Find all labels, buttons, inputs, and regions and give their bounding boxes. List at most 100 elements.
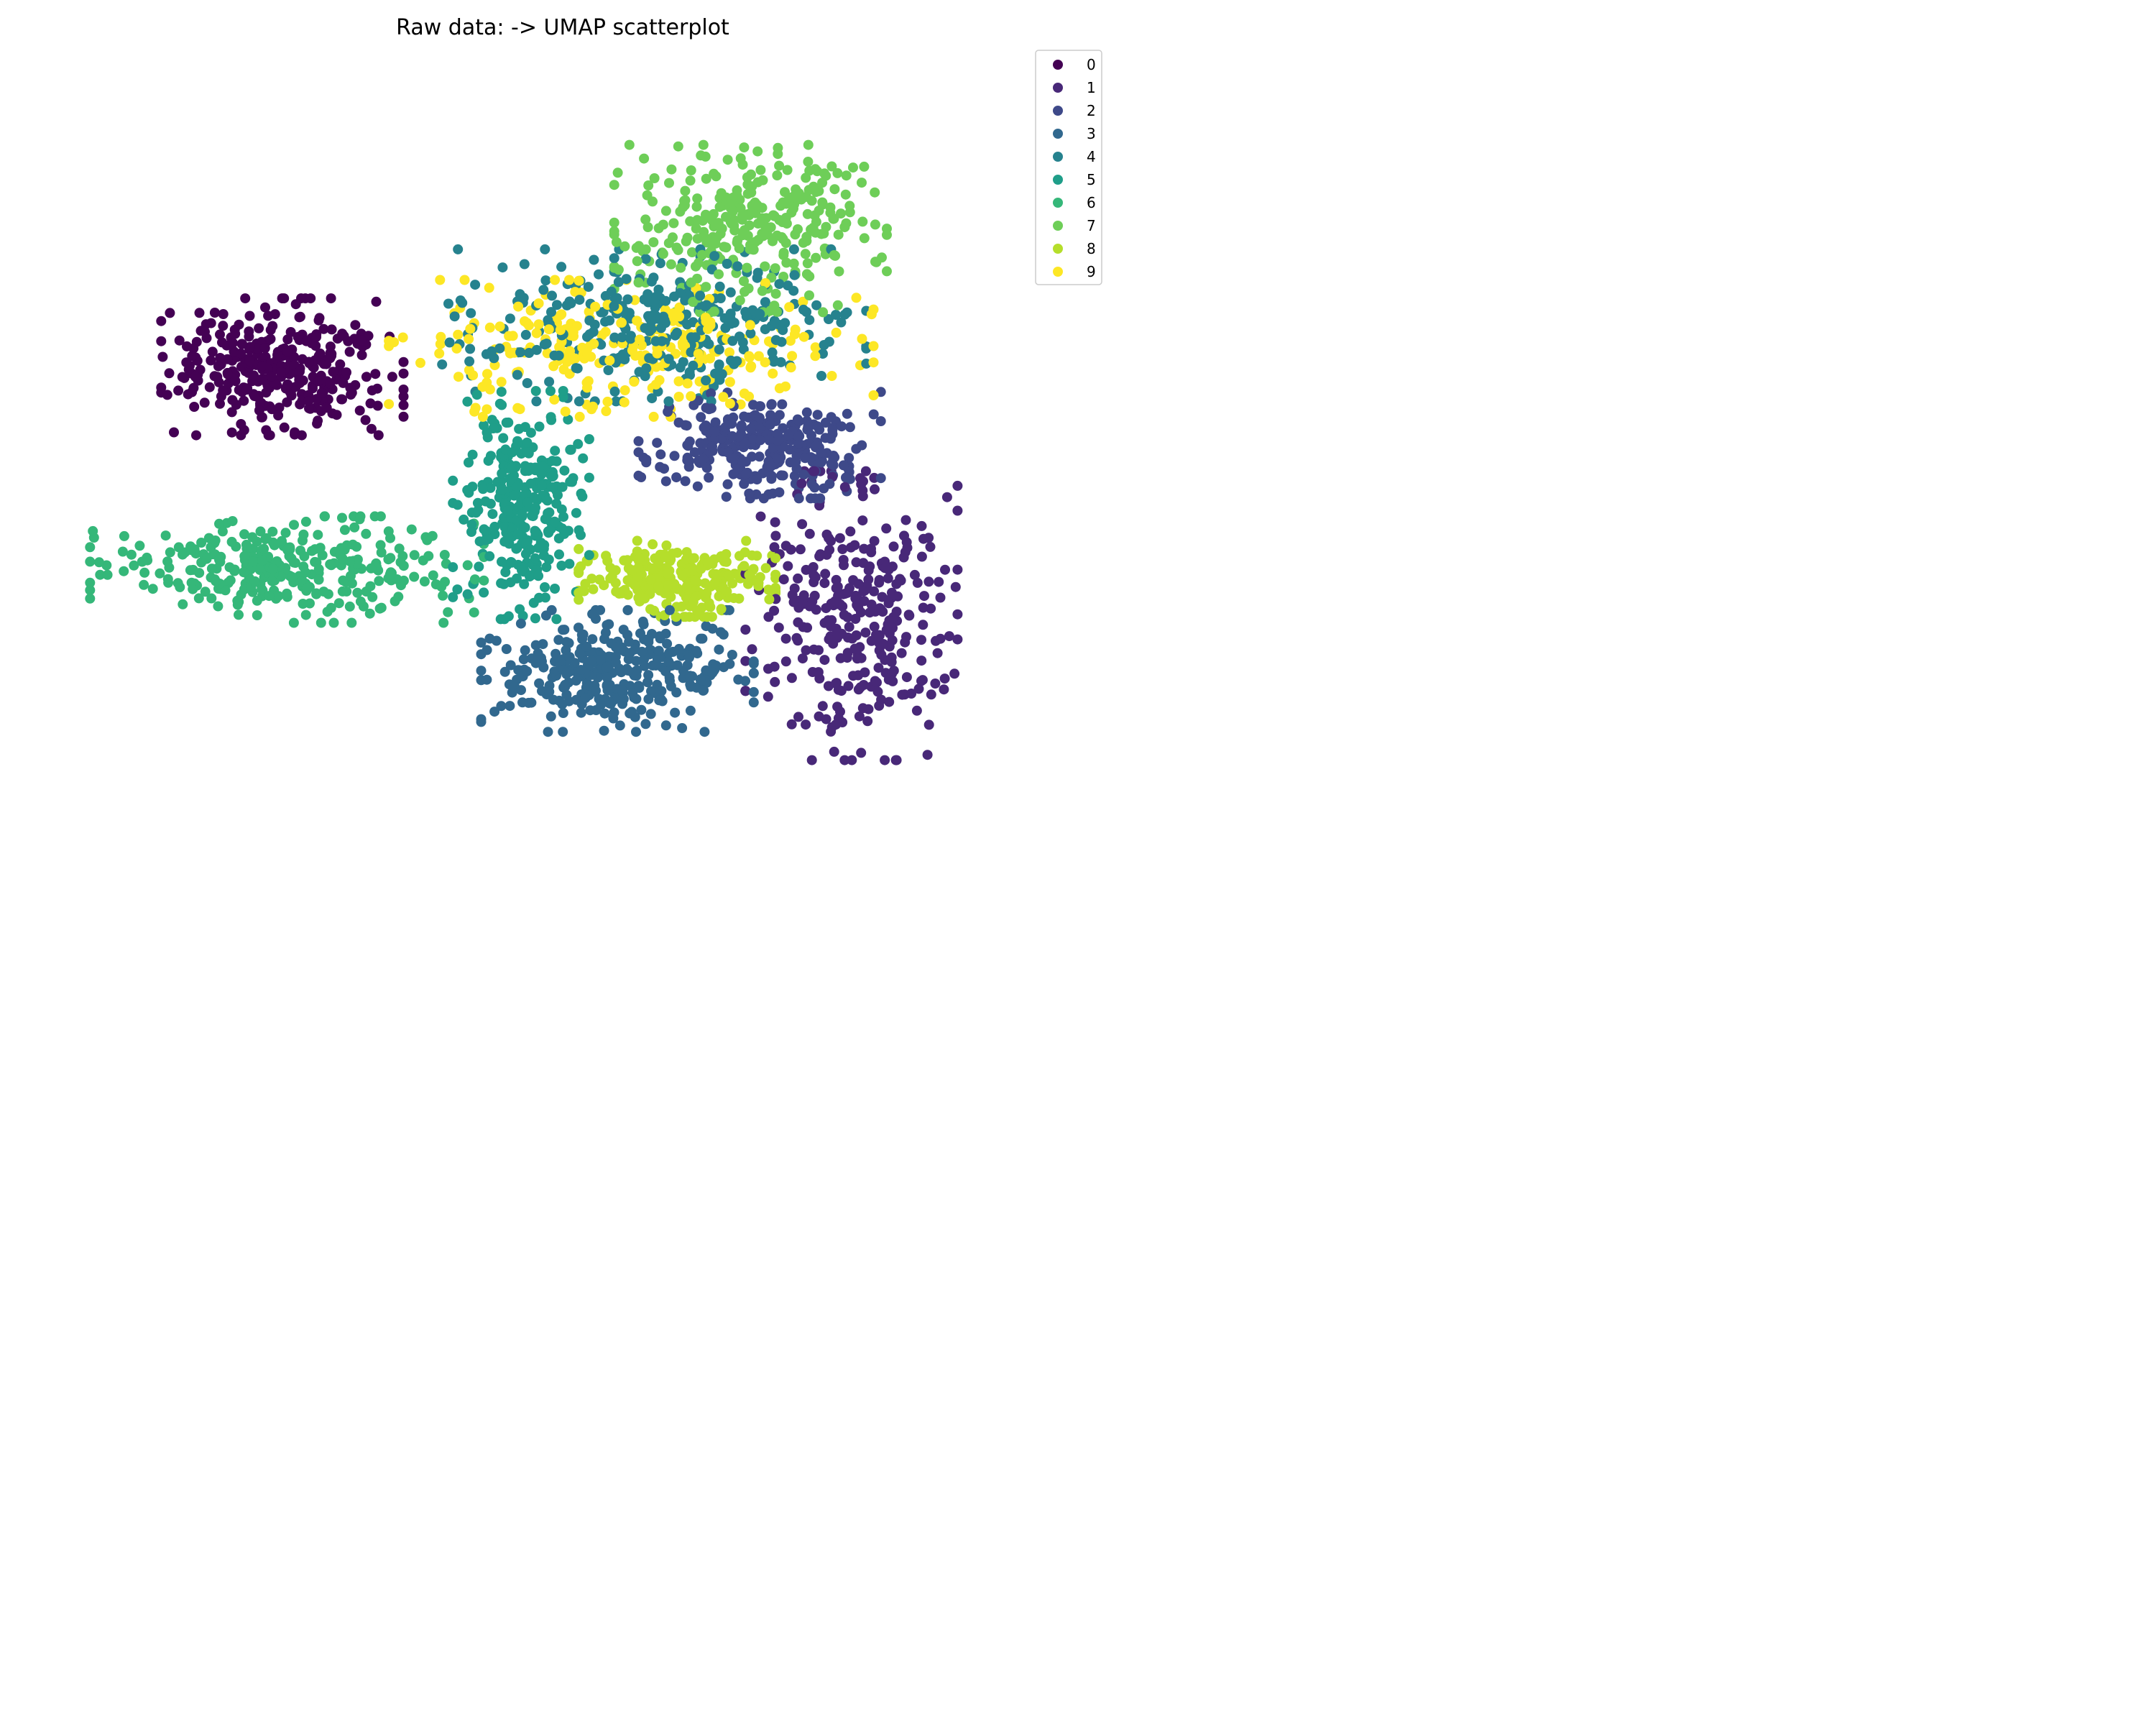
scatter-point-8 (744, 569, 755, 580)
scatter-point-4 (453, 244, 464, 254)
scatter-point-7 (828, 213, 839, 224)
scatter-point-4 (788, 285, 799, 296)
scatter-point-1 (780, 656, 791, 667)
scatter-point-1 (819, 578, 830, 589)
scatter-point-9 (602, 396, 613, 407)
scatter-point-7 (857, 216, 868, 227)
scatter-point-6 (376, 547, 387, 558)
scatter-point-1 (802, 622, 813, 633)
scatter-point-1 (870, 676, 880, 686)
scatter-point-3 (718, 629, 729, 640)
scatter-point-6 (137, 556, 147, 567)
scatter-point-3 (625, 708, 635, 719)
scatter-point-9 (533, 319, 544, 330)
scatter-point-7 (691, 201, 702, 212)
scatter-point-5 (448, 475, 459, 486)
scatter-point-8 (573, 594, 584, 605)
scatter-point-9 (573, 275, 584, 286)
scatter-point-4 (606, 286, 617, 297)
scatter-point-2 (706, 403, 717, 414)
scatter-point-9 (673, 392, 684, 402)
scatter-point-7 (680, 185, 691, 196)
scatter-point-9 (436, 331, 446, 342)
scatter-point-2 (875, 416, 886, 426)
scatter-point-6 (337, 553, 348, 564)
scatter-point-4 (644, 326, 655, 336)
scatter-point-6 (234, 610, 244, 620)
scatter-point-3 (576, 707, 586, 718)
scatter-point-6 (220, 585, 231, 596)
scatter-point-5 (530, 527, 541, 537)
scatter-point-6 (419, 576, 430, 586)
scatter-point-3 (522, 666, 533, 676)
scatter-point-0 (373, 430, 384, 441)
scatter-point-0 (356, 335, 367, 346)
scatter-point-8 (573, 543, 584, 554)
scatter-point-1 (823, 681, 834, 691)
scatter-point-5 (517, 509, 528, 520)
legend-label-0: 0 (1087, 56, 1096, 73)
scatter-point-5 (550, 446, 561, 456)
scatter-point-0 (191, 430, 201, 441)
scatter-point-7 (870, 219, 880, 230)
scatter-point-1 (839, 482, 850, 492)
scatter-point-5 (507, 447, 517, 458)
scatter-point-1 (740, 625, 751, 635)
scatter-point-8 (764, 594, 775, 604)
scatter-point-2 (755, 435, 765, 446)
scatter-point-9 (635, 334, 645, 345)
scatter-point-5 (534, 421, 545, 432)
scatter-point-0 (259, 343, 270, 354)
scatter-point-8 (688, 565, 699, 576)
scatter-point-4 (700, 301, 711, 312)
scatter-point-1 (755, 511, 766, 522)
scatter-point-6 (374, 603, 385, 614)
scatter-point-6 (462, 560, 473, 571)
scatter-point-6 (298, 561, 309, 572)
scatter-point-1 (869, 535, 880, 546)
scatter-point-0 (236, 419, 247, 429)
scatter-point-1 (859, 596, 870, 607)
scatter-point-4 (682, 319, 693, 330)
scatter-point-7 (687, 247, 697, 257)
scatter-point-2 (744, 488, 755, 499)
scatter-point-3 (561, 668, 572, 678)
scatter-point-0 (279, 422, 290, 433)
scatter-point-2 (669, 451, 680, 461)
scatter-point-6 (298, 599, 308, 609)
scatter-point-2 (692, 481, 703, 492)
scatter-point-3 (643, 634, 654, 645)
scatter-point-1 (817, 701, 828, 712)
scatter-point-7 (664, 178, 674, 188)
scatter-point-4 (574, 295, 585, 305)
scatter-point-0 (266, 371, 277, 382)
scatter-point-4 (466, 308, 476, 318)
scatter-point-4 (675, 362, 686, 373)
scatter-point-3 (546, 604, 557, 615)
scatter-point-3 (635, 628, 645, 639)
scatter-point-1 (837, 544, 848, 554)
scatter-point-4 (686, 332, 696, 343)
scatter-point-7 (836, 208, 846, 219)
scatter-point-0 (295, 311, 305, 322)
scatter-point-7 (747, 244, 758, 255)
scatter-point-6 (443, 607, 453, 617)
scatter-point-7 (666, 164, 677, 175)
scatter-point-8 (653, 581, 664, 592)
scatter-point-8 (645, 574, 656, 585)
scatter-point-5 (556, 561, 567, 571)
scatter-point-5 (498, 433, 509, 443)
scatter-point-0 (204, 382, 215, 392)
scatter-point-8 (700, 578, 711, 589)
scatter-point-4 (649, 296, 660, 307)
scatter-point-0 (398, 391, 409, 402)
scatter-point-7 (675, 206, 686, 217)
scatter-point-2 (701, 420, 711, 431)
scatter-point-2 (696, 412, 706, 423)
scatter-point-7 (841, 170, 852, 181)
scatter-point-3 (530, 640, 541, 650)
scatter-point-5 (539, 540, 550, 551)
scatter-point-9 (784, 302, 795, 313)
scatter-point-6 (367, 592, 378, 602)
scatter-point-7 (808, 222, 819, 233)
